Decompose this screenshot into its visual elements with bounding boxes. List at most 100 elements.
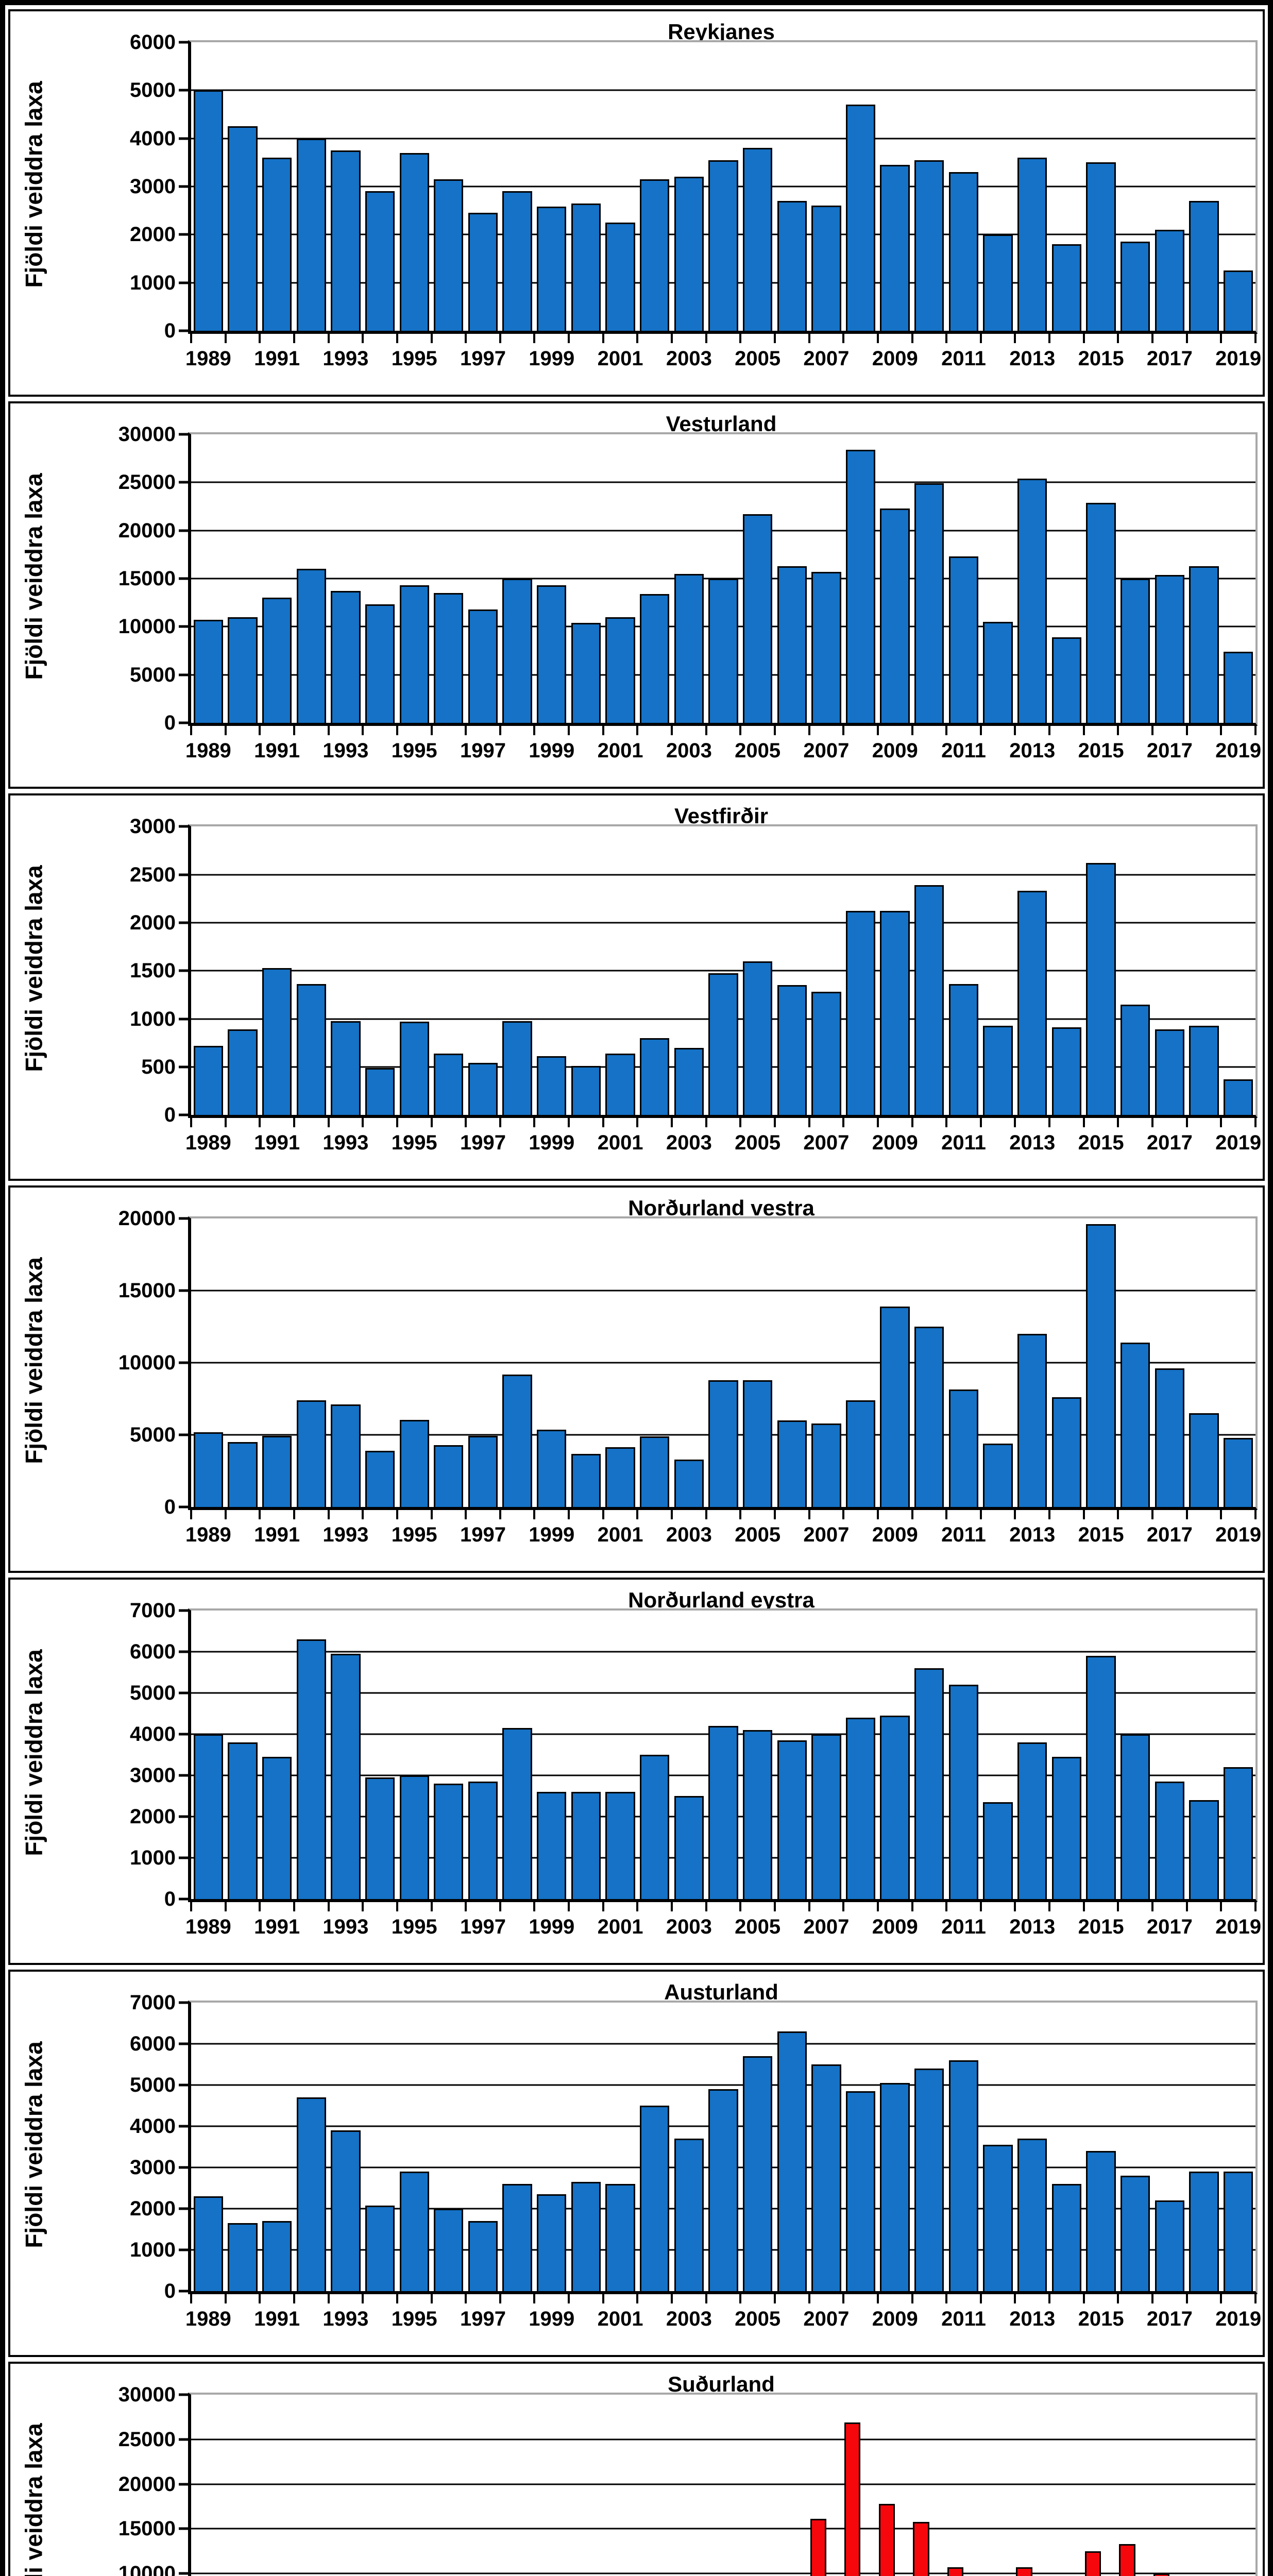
- year-slot-2009: [878, 434, 912, 723]
- x-tick-mark: [739, 1118, 742, 1128]
- year-slot-1996: [431, 1611, 466, 1900]
- bar-austurland-1995: [399, 2172, 429, 2292]
- x-tick-mark: [945, 1510, 948, 1520]
- bar-nordurland-vestra-1994: [365, 1451, 395, 1507]
- year-slot-1995: [397, 826, 432, 1115]
- year-slot-2005: [740, 2003, 775, 2292]
- year-slot-1992: [294, 1611, 329, 1900]
- gridline-25000: [191, 2438, 1255, 2441]
- year-slot-1998: [500, 2395, 535, 2576]
- y-tick-label: 500: [141, 1055, 176, 1078]
- bar-reykjanes-1994: [365, 191, 395, 331]
- chart-title: Norðurland eystra: [628, 1588, 814, 1613]
- year-slot-1991: [260, 1218, 294, 1507]
- year-slot-2018: [1187, 1218, 1221, 1507]
- x-tick-mark: [911, 2294, 913, 2304]
- year-slot-2008: [843, 1218, 878, 1507]
- x-tick-mark: [1151, 334, 1154, 343]
- year-slot-2013: [1015, 1611, 1049, 1900]
- year-slot-2010: [912, 434, 946, 723]
- x-tick-mark: [979, 1510, 982, 1520]
- x-tick-mark: [705, 1510, 707, 1520]
- x-tick-label-2013: 2013: [1009, 347, 1056, 370]
- x-tick-mark: [430, 1902, 433, 1912]
- year-slot-1996: [431, 826, 466, 1115]
- year-slot-2017: [1152, 2003, 1187, 2292]
- bar-vestfirdir-1996: [434, 1053, 464, 1115]
- x-tick-mark: [1185, 1510, 1188, 1520]
- x-tick-mark: [602, 1510, 604, 1520]
- year-slot-2007: [809, 826, 844, 1115]
- x-tick-mark: [705, 334, 707, 343]
- year-slot-2010: [912, 2003, 946, 2292]
- x-tick-label-2017: 2017: [1146, 1523, 1193, 1547]
- x-tick-label-2007: 2007: [803, 1916, 850, 1939]
- year-slot-2009: [878, 1218, 912, 1507]
- bar-austurland-2003: [674, 2139, 704, 2292]
- x-tick-mark: [1254, 726, 1257, 736]
- year-slot-2016: [1118, 2395, 1152, 2576]
- y-tick-label: 3000: [130, 1764, 176, 1787]
- x-tick-label-2019: 2019: [1215, 1523, 1262, 1547]
- x-tick-mark: [979, 726, 982, 736]
- y-tick-mark: [179, 41, 188, 44]
- year-slot-1989: [191, 2003, 226, 2292]
- x-tick-mark: [224, 1902, 227, 1912]
- x-tick-label-2007: 2007: [803, 739, 850, 762]
- bar-nordurland-eystra-1992: [296, 1639, 326, 1900]
- y-tick-label: 6000: [130, 1640, 176, 1664]
- x-tick-mark: [533, 1510, 536, 1520]
- bar-nordurland-vestra-1999: [537, 1430, 567, 1507]
- year-slot-2001: [603, 434, 638, 723]
- x-tick-label-2003: 2003: [666, 1131, 712, 1155]
- bar-austurland-2008: [845, 2091, 876, 2292]
- year-slot-1997: [466, 434, 500, 723]
- x-tick-mark: [1014, 2294, 1016, 2304]
- x-tick-label-2011: 2011: [941, 1131, 986, 1155]
- chart-panel-reykjanes: Reykjanes Fjöldi veiddra laxa 0 1000 2000 300…: [8, 9, 1265, 397]
- bar-austurland-2005: [742, 2056, 773, 2292]
- bar-sudurland-hafbeitarar-2007: [810, 2519, 826, 2576]
- x-tick-label-1995: 1995: [391, 1523, 437, 1547]
- y-tick-label: 2000: [130, 2197, 176, 2221]
- x-tick-label-1995: 1995: [391, 1916, 437, 1939]
- x-tick-mark: [773, 334, 776, 343]
- bars-container: [191, 826, 1255, 1115]
- year-slot-1991: [260, 434, 294, 723]
- x-tick-mark: [190, 1118, 192, 1128]
- bar-nordurland-eystra-2015: [1086, 1656, 1116, 1900]
- x-tick-mark: [773, 2294, 776, 2304]
- bar-nordurland-eystra-2018: [1189, 1800, 1219, 1900]
- x-tick-label-1999: 1999: [529, 739, 575, 762]
- year-slot-2013: [1015, 434, 1049, 723]
- x-tick-mark: [1117, 2294, 1119, 2304]
- year-slot-1990: [226, 2003, 260, 2292]
- x-tick-mark: [259, 1118, 261, 1128]
- y-tick-mark: [179, 2527, 188, 2530]
- year-slot-1995: [397, 2395, 432, 2576]
- bar-vestfirdir-1999: [537, 1056, 567, 1115]
- bar-vesturland-1991: [262, 598, 292, 723]
- y-tick-label: 15000: [118, 567, 176, 590]
- bar-nordurland-vestra-2011: [948, 1389, 979, 1507]
- plot-area: 0 1000 2000 3000 4000 5000 6000 7000 1989 1991 199…: [130, 1600, 1261, 1938]
- x-tick-mark: [362, 1902, 364, 1912]
- bar-nordurland-eystra-2002: [640, 1755, 670, 1900]
- year-slot-2005: [740, 434, 775, 723]
- x-tick-mark: [911, 1902, 913, 1912]
- chart-panel-nordurland-vestra: Norðurland vestra Fjöldi veiddra laxa 0 500…: [8, 1185, 1265, 1573]
- x-tick-label-2013: 2013: [1009, 2308, 1056, 2331]
- bar-vestfirdir-2013: [1017, 891, 1047, 1115]
- x-tick-label-2003: 2003: [666, 1523, 712, 1547]
- x-tick-label-2009: 2009: [872, 2308, 918, 2331]
- x-tick-mark: [671, 334, 673, 343]
- bar-vesturland-1996: [434, 593, 464, 723]
- year-slot-1995: [397, 1218, 432, 1507]
- y-tick-label: 20000: [118, 2472, 176, 2496]
- year-slot-2015: [1084, 42, 1118, 331]
- x-tick-mark: [396, 726, 398, 736]
- x-tick-mark: [842, 726, 845, 736]
- gridline-4000: [191, 138, 1255, 140]
- bar-nordurland-vestra-2013: [1017, 1334, 1047, 1507]
- plot-area: 0 1000 2000 3000 4000 5000 6000 1989 1991 1993 199…: [130, 32, 1261, 370]
